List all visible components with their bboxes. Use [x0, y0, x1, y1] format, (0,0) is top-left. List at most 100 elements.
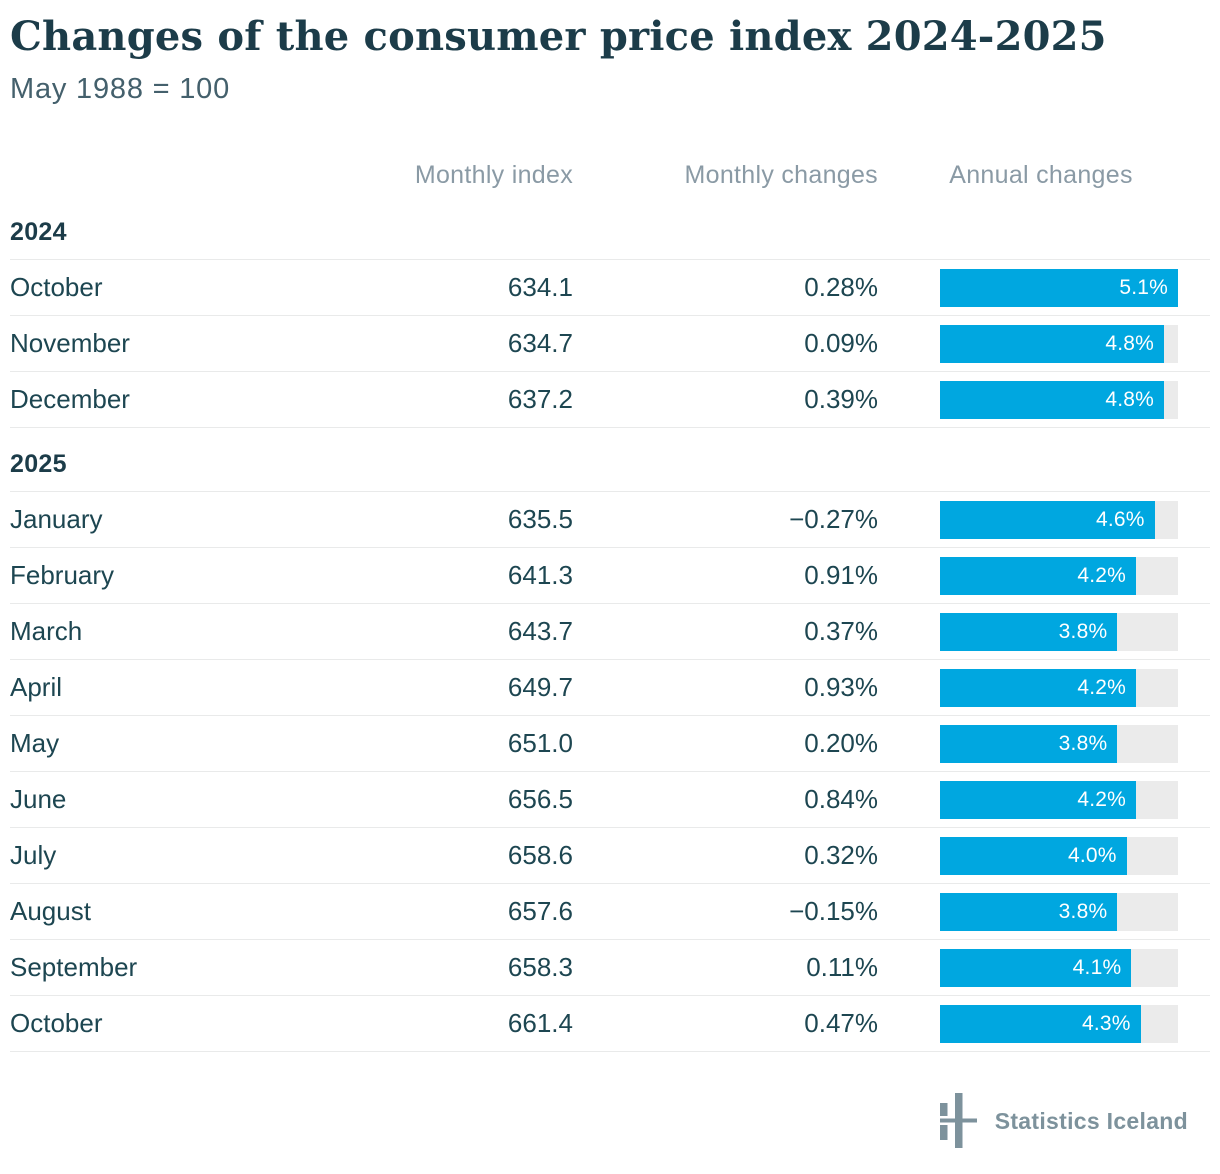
year-label: 2025 — [10, 450, 67, 478]
monthly-index-cell: 635.5 — [507, 504, 573, 534]
statistics-iceland-logo-icon — [939, 1093, 977, 1148]
monthly-change-cell: 0.39% — [804, 384, 878, 414]
table-row: March 643.7 0.37% 3.8% — [10, 604, 1210, 660]
annual-change-cell: 4.2% — [940, 780, 1178, 819]
annual-change-cell: 4.8% — [940, 324, 1178, 363]
page-title: Changes of the consumer price index 2024… — [10, 13, 1107, 60]
monthly-index-cell: 643.7 — [507, 616, 573, 646]
monthly-change-cell: 0.91% — [804, 560, 878, 590]
month-cell: July — [10, 840, 57, 870]
annual-change-bar: 4.3% — [940, 1004, 1141, 1043]
annual-change-bar-track: 4.3% — [940, 1004, 1178, 1043]
table-header-row: Monthly index Monthly changes Annual cha… — [10, 156, 1210, 196]
annual-change-value: 4.0% — [1067, 843, 1117, 867]
annual-change-value: 4.6% — [1095, 507, 1145, 531]
annual-change-cell: 4.1% — [940, 948, 1178, 987]
annual-change-bar-track: 5.1% — [940, 268, 1178, 307]
annual-change-cell: 5.1% — [940, 268, 1178, 307]
column-header-monthly-index: Monthly index — [414, 161, 573, 189]
table-row: October 661.4 0.47% 4.3% — [10, 996, 1210, 1052]
column-header-monthly-changes: Monthly changes — [684, 161, 878, 189]
annual-change-value: 4.2% — [1077, 563, 1126, 587]
annual-change-bar: 3.8% — [940, 724, 1118, 763]
annual-change-bar: 4.6% — [940, 500, 1155, 539]
table-row: May 651.0 0.20% 3.8% — [10, 716, 1210, 772]
month-cell: March — [10, 616, 83, 646]
annual-change-value: 4.2% — [1077, 675, 1126, 699]
monthly-change-cell: 0.93% — [804, 672, 878, 702]
month-cell: September — [10, 952, 138, 982]
monthly-index-cell: 649.7 — [507, 672, 573, 702]
cpi-table-body: 2024 October 634.1 0.28% 5.1% November 6… — [10, 196, 1210, 1052]
month-cell: October — [10, 272, 103, 302]
annual-change-cell: 3.8% — [940, 724, 1178, 763]
year-section-header: 2025 — [10, 428, 1210, 492]
monthly-index-cell: 634.1 — [507, 272, 573, 302]
table-row: January 635.5 −0.27% 4.6% — [10, 492, 1210, 548]
monthly-change-cell: 0.84% — [804, 784, 878, 814]
annual-change-bar: 4.0% — [940, 836, 1127, 875]
footer: Statistics Iceland — [10, 1092, 1210, 1150]
monthly-change-cell: 0.28% — [804, 272, 878, 302]
annual-change-bar-track: 4.1% — [940, 948, 1178, 987]
annual-change-bar-track: 4.8% — [940, 380, 1178, 419]
table-row: November 634.7 0.09% 4.8% — [10, 316, 1210, 372]
monthly-change-cell: 0.20% — [804, 728, 878, 758]
annual-change-value: 3.8% — [1058, 899, 1108, 923]
annual-change-bar-track: 4.2% — [940, 780, 1178, 819]
annual-change-bar: 4.2% — [940, 780, 1136, 819]
month-cell: December — [10, 384, 130, 414]
annual-change-value: 5.1% — [1119, 275, 1168, 299]
annual-change-value: 4.1% — [1072, 955, 1122, 979]
month-cell: January — [10, 504, 103, 534]
annual-change-bar: 4.1% — [940, 948, 1132, 987]
content: Changes of the consumer price index 2024… — [10, 13, 1210, 1150]
annual-change-cell: 3.8% — [940, 892, 1178, 931]
table-row: December 637.2 0.39% 4.8% — [10, 372, 1210, 428]
monthly-index-cell: 641.3 — [507, 560, 573, 590]
annual-change-bar: 5.1% — [940, 268, 1178, 307]
monthly-index-cell: 656.5 — [507, 784, 573, 814]
annual-change-bar-track: 3.8% — [940, 724, 1178, 763]
annual-change-value: 4.2% — [1077, 787, 1126, 811]
monthly-index-cell: 658.3 — [507, 952, 573, 982]
monthly-change-cell: −0.15% — [789, 896, 878, 926]
table-row: September 658.3 0.11% 4.1% — [10, 940, 1210, 996]
brand-name: Statistics Iceland — [994, 1107, 1188, 1134]
monthly-change-cell: 0.47% — [804, 1008, 878, 1038]
annual-change-cell: 4.8% — [940, 380, 1178, 419]
monthly-change-cell: −0.27% — [789, 504, 878, 534]
monthly-change-cell: 0.32% — [804, 840, 878, 870]
annual-change-bar: 3.8% — [940, 612, 1118, 651]
annual-change-bar-track: 4.8% — [940, 324, 1178, 363]
annual-change-bar-track: 4.0% — [940, 836, 1178, 875]
annual-change-bar: 4.8% — [940, 380, 1164, 419]
month-cell: June — [10, 784, 67, 814]
table-row: June 656.5 0.84% 4.2% — [10, 772, 1210, 828]
annual-change-cell: 4.2% — [940, 668, 1178, 707]
annual-change-bar-track: 3.8% — [940, 612, 1178, 651]
annual-change-bar-track: 4.2% — [940, 668, 1178, 707]
monthly-index-cell: 657.6 — [507, 896, 573, 926]
annual-change-bar-track: 4.2% — [940, 556, 1178, 595]
annual-change-value: 3.8% — [1058, 731, 1108, 755]
month-cell: April — [10, 672, 63, 702]
monthly-change-cell: 0.09% — [804, 328, 878, 358]
annual-change-bar: 4.8% — [940, 324, 1164, 363]
table-row: August 657.6 −0.15% 3.8% — [10, 884, 1210, 940]
monthly-index-cell: 661.4 — [507, 1008, 573, 1038]
annual-change-cell: 4.0% — [940, 836, 1178, 875]
annual-change-bar: 3.8% — [940, 892, 1118, 931]
monthly-index-cell: 651.0 — [507, 728, 573, 758]
annual-change-bar-track: 4.6% — [940, 500, 1178, 539]
annual-change-cell: 4.3% — [940, 1004, 1178, 1043]
annual-change-value: 4.8% — [1105, 331, 1154, 355]
table-row: April 649.7 0.93% 4.2% — [10, 660, 1210, 716]
annual-change-bar: 4.2% — [940, 556, 1136, 595]
annual-change-cell: 3.8% — [940, 612, 1178, 651]
annual-change-cell: 4.2% — [940, 556, 1178, 595]
monthly-change-cell: 0.11% — [806, 952, 878, 982]
page-subtitle: May 1988 = 100 — [10, 73, 230, 105]
month-cell: February — [10, 560, 115, 590]
monthly-index-cell: 637.2 — [507, 384, 573, 414]
